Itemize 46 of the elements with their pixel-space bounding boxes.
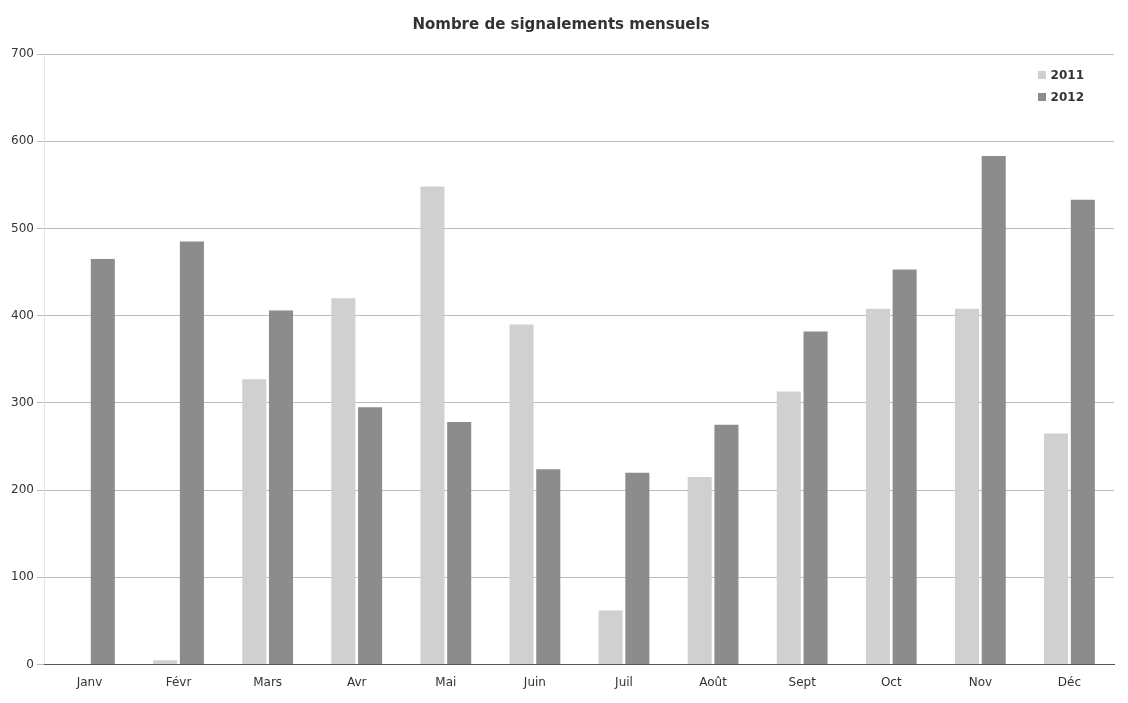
bar — [242, 379, 267, 665]
y-tick-label: 200 — [11, 482, 34, 497]
x-tick-label: Avr — [346, 674, 367, 689]
y-tick-label: 400 — [11, 307, 34, 322]
bar — [509, 324, 534, 665]
bar — [447, 422, 472, 665]
x-tick-label: Déc — [1057, 674, 1082, 689]
x-tick-label: Mai — [435, 674, 457, 689]
chart-title: Nombre de signalements mensuels — [412, 14, 710, 33]
x-tick-label: Mars — [253, 674, 283, 689]
y-tick-label: 300 — [11, 395, 34, 410]
y-tick-label: 500 — [11, 220, 34, 235]
bar — [954, 308, 980, 665]
bar — [420, 186, 445, 665]
bar — [179, 241, 204, 665]
bar — [90, 258, 115, 665]
bar — [981, 156, 1006, 665]
bar — [714, 424, 739, 665]
y-tick-label: 0 — [26, 656, 34, 671]
bar — [625, 472, 650, 665]
bar — [892, 269, 917, 665]
x-tick-label: Janv — [75, 674, 103, 689]
bar — [1070, 199, 1095, 665]
x-tick-label: Juil — [614, 674, 633, 689]
x-tick-label: Juin — [522, 674, 546, 689]
y-tick-label: 100 — [11, 569, 34, 584]
x-tick-label: Févr — [165, 674, 192, 689]
bar — [536, 469, 561, 665]
bar — [776, 391, 801, 665]
x-tick-label: Nov — [968, 674, 993, 689]
x-tick-label: Sept — [788, 674, 817, 689]
y-tick-label: 600 — [11, 133, 34, 148]
legend-label: 2012 — [1050, 90, 1084, 104]
y-tick-label: 700 — [11, 46, 34, 61]
bar — [598, 610, 623, 665]
bar — [358, 407, 383, 665]
bar — [1044, 433, 1069, 665]
bar — [331, 298, 356, 665]
bar — [687, 477, 712, 665]
legend-label: 2011 — [1050, 68, 1084, 82]
bar — [803, 331, 828, 665]
x-tick-label: Août — [699, 674, 728, 689]
bar — [153, 660, 178, 665]
bar — [865, 308, 890, 665]
x-tick-label: Oct — [880, 674, 902, 689]
bar — [268, 310, 294, 665]
